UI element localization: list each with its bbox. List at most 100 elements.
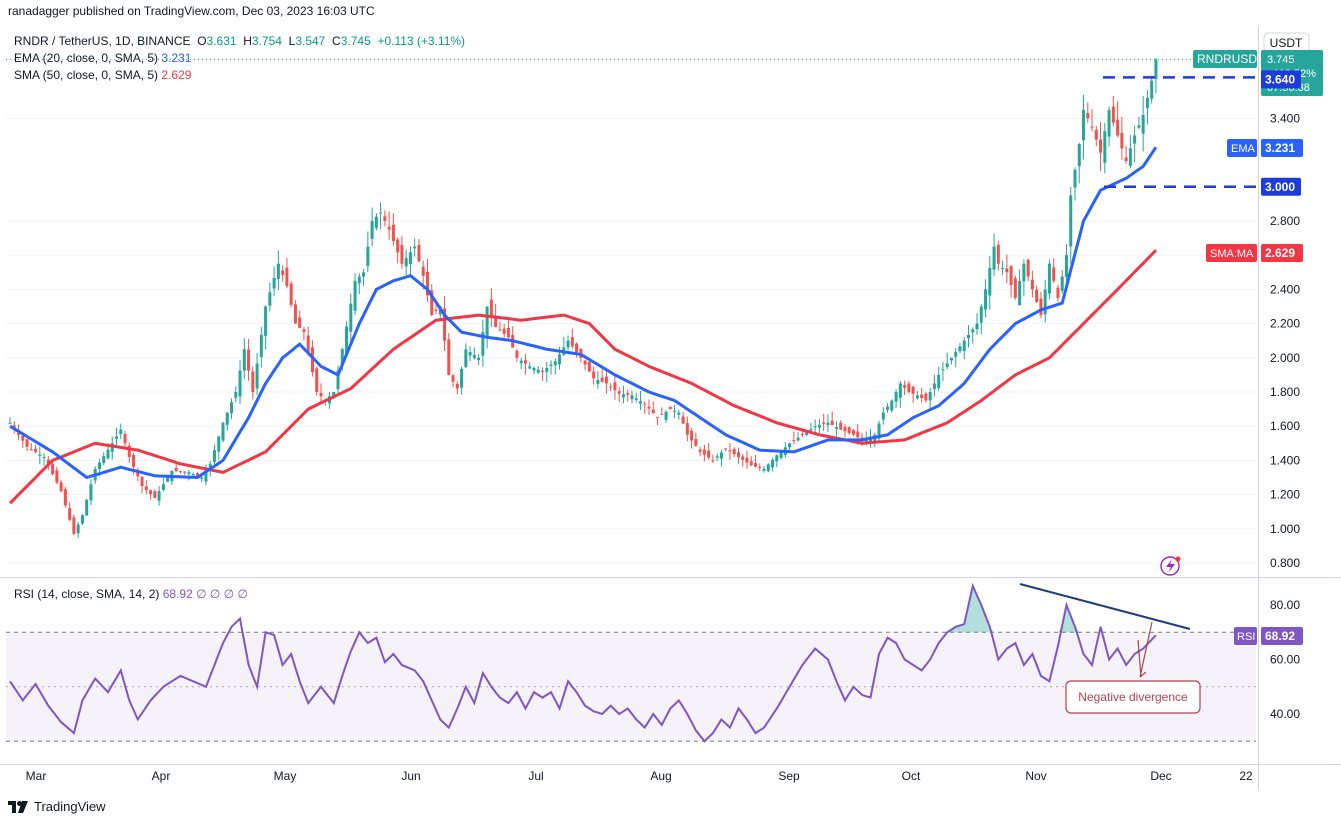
legend-sma-value: 2.629	[161, 68, 192, 82]
time-tick-label: 22	[1239, 769, 1253, 783]
candle-body	[532, 368, 536, 371]
level-upper-badge: 3.640	[1265, 72, 1295, 86]
candle-body	[315, 368, 319, 392]
candle-body	[1052, 267, 1056, 281]
candle-body	[1124, 157, 1128, 162]
candle-body	[732, 448, 736, 455]
divergence-label: Negative divergence	[1078, 690, 1188, 704]
candle-body	[451, 375, 455, 382]
candle-body	[826, 422, 830, 425]
candle-body	[681, 416, 685, 424]
tradingview-logo[interactable]: TradingView	[8, 799, 106, 814]
candle-body	[1082, 109, 1086, 141]
candle-body	[421, 266, 425, 276]
candle-body	[477, 357, 481, 361]
candle-body	[643, 403, 647, 405]
candle-body	[306, 335, 310, 353]
candle-body	[834, 427, 838, 430]
symbol-badge-box	[1193, 50, 1257, 68]
candle-body	[1026, 259, 1030, 277]
candle-body	[656, 416, 660, 418]
candle-body	[856, 431, 860, 438]
candle-body	[1077, 144, 1081, 167]
candle-body	[975, 323, 979, 330]
candle-body	[76, 524, 80, 534]
candle-body	[425, 272, 429, 296]
candle-body	[660, 413, 664, 415]
legend-rsi-row[interactable]: RSI (14, close, SMA, 14, 2) 68.92 ∅ ∅ ∅ …	[14, 587, 248, 601]
candle-body	[234, 392, 238, 398]
candle-body	[89, 484, 93, 501]
legend-l-label: L	[288, 34, 296, 48]
candle-body	[932, 383, 936, 389]
price-tick-label: 1.800	[1270, 385, 1300, 399]
candle-body	[1141, 114, 1145, 134]
candle-body	[545, 368, 549, 372]
candle-body	[12, 425, 16, 429]
candle-body	[583, 360, 587, 365]
candle-body	[830, 420, 834, 426]
legend-c-label: C	[332, 34, 341, 48]
candle-body	[1090, 126, 1094, 128]
candle-body	[920, 394, 924, 398]
candle-body	[762, 468, 766, 471]
candle-body	[455, 383, 459, 389]
candle-body	[992, 246, 996, 270]
candle-body	[958, 346, 962, 352]
candle-body	[805, 431, 809, 435]
candle-body	[225, 412, 229, 425]
candle-body	[621, 394, 625, 398]
legend-ema-row[interactable]: EMA (20, close, 0, SMA, 5) 3.231	[14, 51, 191, 65]
rsi-tick-label: 40.00	[1270, 707, 1300, 721]
candle-body	[796, 437, 800, 441]
candle-body	[498, 329, 502, 331]
candle-body	[536, 369, 540, 373]
candle-body	[1137, 125, 1141, 128]
candle-body	[1116, 119, 1120, 136]
candle-body	[1154, 59, 1158, 79]
candle-body	[8, 422, 12, 424]
candle-body	[251, 371, 255, 392]
price-tick-label: 2.400	[1270, 282, 1300, 296]
candle-body	[1107, 109, 1111, 137]
candle-body	[55, 470, 59, 483]
rsi-value-badge-box	[1261, 627, 1303, 645]
price-tick-label: 2.000	[1270, 351, 1300, 365]
candle-body	[822, 422, 826, 424]
candle-body	[1064, 255, 1068, 277]
candle-body	[745, 457, 749, 463]
candle-body	[685, 423, 689, 435]
candle-body	[217, 436, 221, 452]
candle-body	[302, 329, 306, 333]
candle-body	[472, 354, 476, 359]
sma-value-badge: 2.629	[1265, 246, 1295, 260]
time-tick-label: Nov	[1025, 769, 1046, 783]
candle-body	[967, 335, 970, 338]
candle-body	[604, 376, 608, 384]
alert-icon-ring	[1160, 556, 1180, 576]
candle-body	[259, 335, 263, 358]
legend-symbol[interactable]: RNDR / TetherUS, 1D, BINANCE	[14, 34, 191, 48]
price-tick-label: 1.400	[1270, 453, 1300, 467]
candle-body	[238, 370, 242, 397]
candle-body	[276, 263, 280, 279]
candle-body	[707, 450, 711, 458]
candle-body	[178, 471, 182, 473]
candle-body	[754, 463, 757, 467]
candle-body	[715, 456, 719, 458]
candle-body	[592, 371, 596, 379]
candle-body	[408, 252, 412, 265]
candle-body	[903, 385, 907, 388]
candle-body	[195, 473, 199, 476]
currency-button: USDT	[1270, 36, 1303, 50]
candle-body	[570, 337, 574, 347]
legend-o-label: O	[197, 34, 207, 48]
tradingview-logo-icon	[8, 800, 28, 813]
candle-body	[719, 452, 723, 459]
candle-body	[187, 472, 191, 475]
legend-sma-row[interactable]: SMA (50, close, 0, SMA, 5) 2.629	[14, 68, 191, 82]
candle-body	[728, 450, 732, 452]
price-tick-label: 1.200	[1270, 488, 1300, 502]
time-tick-label: Aug	[650, 769, 671, 783]
